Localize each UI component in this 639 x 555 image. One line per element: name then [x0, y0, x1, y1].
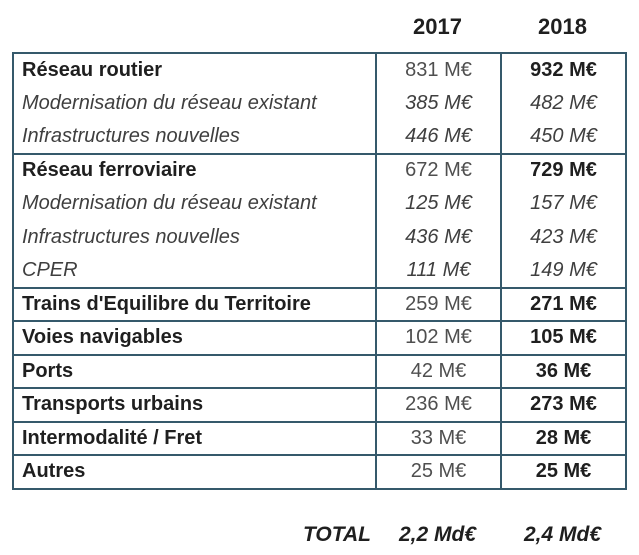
total-value-2017: 2,2 Md€ — [398, 523, 477, 546]
row-label: Voies navigables — [13, 320, 376, 355]
column-header-2017: 2017 — [413, 14, 462, 39]
value-2018: 423 M€ — [500, 220, 626, 254]
value-2017: 102 M€ — [375, 320, 501, 355]
row-label: Réseau ferroviaire — [13, 152, 376, 187]
value-2017: 259 M€ — [375, 286, 501, 321]
value-2017: 111 M€ — [375, 254, 501, 288]
row-label: Modernisation du réseau existant — [22, 192, 317, 215]
table-subrow: Modernisation du réseau existant 125 M€ … — [13, 187, 626, 221]
table-row: Intermodalité / Fret 33 M€ 28 M€ — [13, 420, 626, 455]
table-row: Réseau routier 831 M€ 932 M€ — [13, 53, 626, 87]
value-2018: 482 M€ — [500, 86, 626, 120]
row-label: Modernisation du réseau existant — [22, 91, 317, 114]
value-2018: 729 M€ — [500, 152, 626, 187]
value-2017: 436 M€ — [375, 220, 501, 254]
value-2018: 28 M€ — [500, 420, 626, 455]
value-2018: 273 M€ — [500, 387, 626, 422]
table-subrow: Infrastructures nouvelles 446 M€ 450 M€ — [13, 120, 626, 154]
table-row: Autres 25 M€ 25 M€ — [13, 454, 626, 489]
row-label: Infrastructures nouvelles — [22, 124, 240, 147]
value-2017: 236 M€ — [375, 387, 501, 422]
value-2018: 271 M€ — [500, 286, 626, 321]
value-2018: 450 M€ — [500, 120, 626, 154]
table-subrow: CPER 111 M€ 149 M€ — [13, 254, 626, 288]
value-2017: 672 M€ — [375, 152, 501, 187]
table-row: Trains d'Equilibre du Territoire 259 M€ … — [13, 286, 626, 321]
row-label: Infrastructures nouvelles — [22, 225, 240, 248]
value-2017: 33 M€ — [375, 420, 501, 455]
column-header-2018: 2018 — [538, 14, 587, 39]
value-2017: 25 M€ — [375, 454, 501, 489]
value-2017: 446 M€ — [375, 120, 501, 154]
value-2017: 125 M€ — [375, 187, 501, 221]
row-label: Intermodalité / Fret — [13, 420, 376, 455]
row-label: Réseau routier — [22, 58, 163, 81]
value-2018: 157 M€ — [500, 187, 626, 221]
table-subrow: Modernisation du réseau existant 385 M€ … — [13, 86, 626, 120]
row-label: Ports — [13, 353, 376, 388]
row-label: Trains d'Equilibre du Territoire — [13, 286, 376, 321]
total-label: TOTAL — [302, 523, 371, 546]
value-2017: 831 M€ — [375, 53, 501, 87]
year-header: 2017 2018 — [12, 8, 625, 46]
value-2018: 36 M€ — [500, 353, 626, 388]
row-label: CPER — [22, 258, 78, 281]
value-2017: 385 M€ — [375, 86, 501, 120]
year-header-spacer — [12, 8, 375, 46]
table-row: Réseau ferroviaire 672 M€ 729 M€ — [13, 152, 626, 187]
row-label: Transports urbains — [13, 387, 376, 422]
row-label: Autres — [13, 454, 376, 489]
table-row: Transports urbains 236 M€ 273 M€ — [13, 387, 626, 422]
value-2018: 105 M€ — [500, 320, 626, 355]
value-2018: 149 M€ — [500, 254, 626, 288]
value-2018: 932 M€ — [500, 53, 626, 87]
table-row: Voies navigables 102 M€ 105 M€ — [13, 320, 626, 355]
total-row: TOTAL 2,2 Md€ 2,4 Md€ — [12, 519, 625, 551]
total-value-2018: 2,4 Md€ — [523, 523, 602, 546]
table-row: Ports 42 M€ 36 M€ — [13, 353, 626, 388]
table-subrow: Infrastructures nouvelles 436 M€ 423 M€ — [13, 220, 626, 254]
value-2018: 25 M€ — [500, 454, 626, 489]
value-2017: 42 M€ — [375, 353, 501, 388]
budget-table: Réseau routier 831 M€ 932 M€ Modernisati… — [12, 52, 627, 490]
